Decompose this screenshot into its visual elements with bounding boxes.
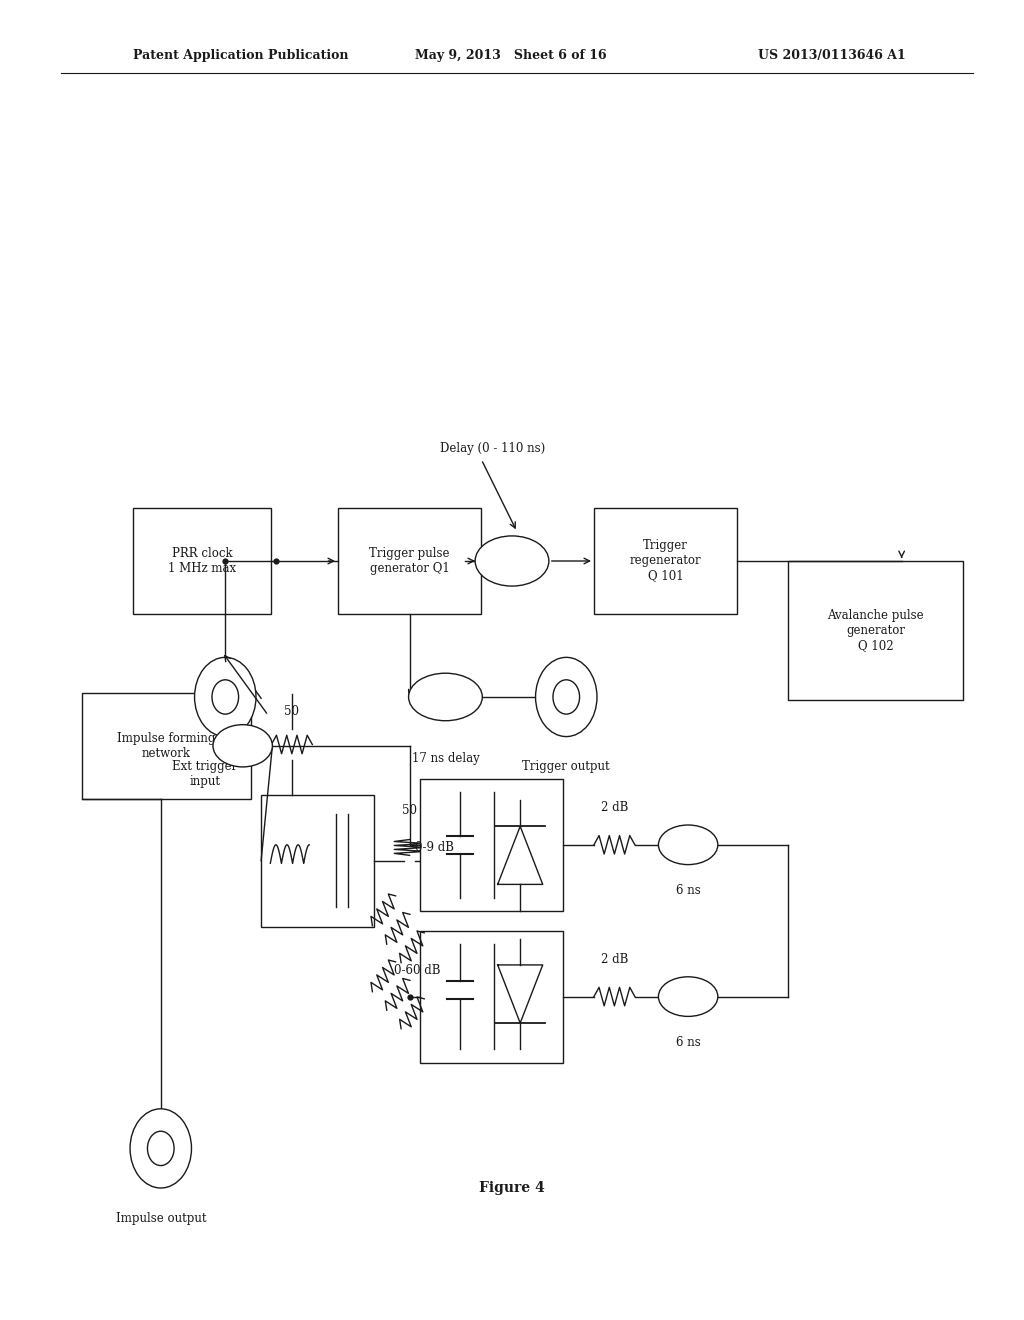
Text: Figure 4: Figure 4	[479, 1181, 545, 1195]
Circle shape	[536, 657, 597, 737]
Text: Impulse output: Impulse output	[116, 1212, 206, 1225]
Text: 2 dB: 2 dB	[601, 953, 628, 966]
Text: 50: 50	[402, 804, 417, 817]
Text: 6 ns: 6 ns	[676, 1036, 700, 1049]
FancyBboxPatch shape	[788, 561, 963, 700]
Ellipse shape	[213, 725, 272, 767]
Text: 17 ns delay: 17 ns delay	[412, 752, 479, 766]
Text: Trigger
regenerator
Q 101: Trigger regenerator Q 101	[630, 540, 701, 582]
Text: Avalanche pulse
generator
Q 102: Avalanche pulse generator Q 102	[827, 609, 924, 652]
FancyBboxPatch shape	[420, 931, 563, 1063]
Text: Trigger output: Trigger output	[522, 760, 610, 774]
FancyBboxPatch shape	[261, 795, 374, 927]
Text: May 9, 2013   Sheet 6 of 16: May 9, 2013 Sheet 6 of 16	[415, 49, 606, 62]
Text: 2 dB: 2 dB	[601, 801, 628, 814]
FancyBboxPatch shape	[594, 508, 737, 614]
Circle shape	[130, 1109, 191, 1188]
Text: PRR clock
1 MHz max: PRR clock 1 MHz max	[168, 546, 237, 576]
Circle shape	[147, 1131, 174, 1166]
Ellipse shape	[658, 825, 718, 865]
Text: 50: 50	[285, 705, 299, 718]
FancyBboxPatch shape	[338, 508, 481, 614]
Text: 0-60 dB: 0-60 dB	[394, 964, 440, 977]
Circle shape	[195, 657, 256, 737]
Text: Patent Application Publication: Patent Application Publication	[133, 49, 348, 62]
Ellipse shape	[475, 536, 549, 586]
Text: Trigger pulse
generator Q1: Trigger pulse generator Q1	[370, 546, 450, 576]
Text: US 2013/0113646 A1: US 2013/0113646 A1	[758, 49, 905, 62]
Text: Impulse forming
network: Impulse forming network	[117, 731, 216, 760]
Text: Delay (0 - 110 ns): Delay (0 - 110 ns)	[440, 442, 546, 455]
Text: 6 ns: 6 ns	[676, 884, 700, 898]
Text: 0-9 dB: 0-9 dB	[415, 841, 454, 854]
FancyBboxPatch shape	[82, 693, 251, 799]
Text: Ext trigger
input: Ext trigger input	[172, 760, 238, 788]
FancyBboxPatch shape	[420, 779, 563, 911]
Ellipse shape	[409, 673, 482, 721]
Circle shape	[212, 680, 239, 714]
FancyBboxPatch shape	[133, 508, 271, 614]
Circle shape	[553, 680, 580, 714]
Ellipse shape	[658, 977, 718, 1016]
